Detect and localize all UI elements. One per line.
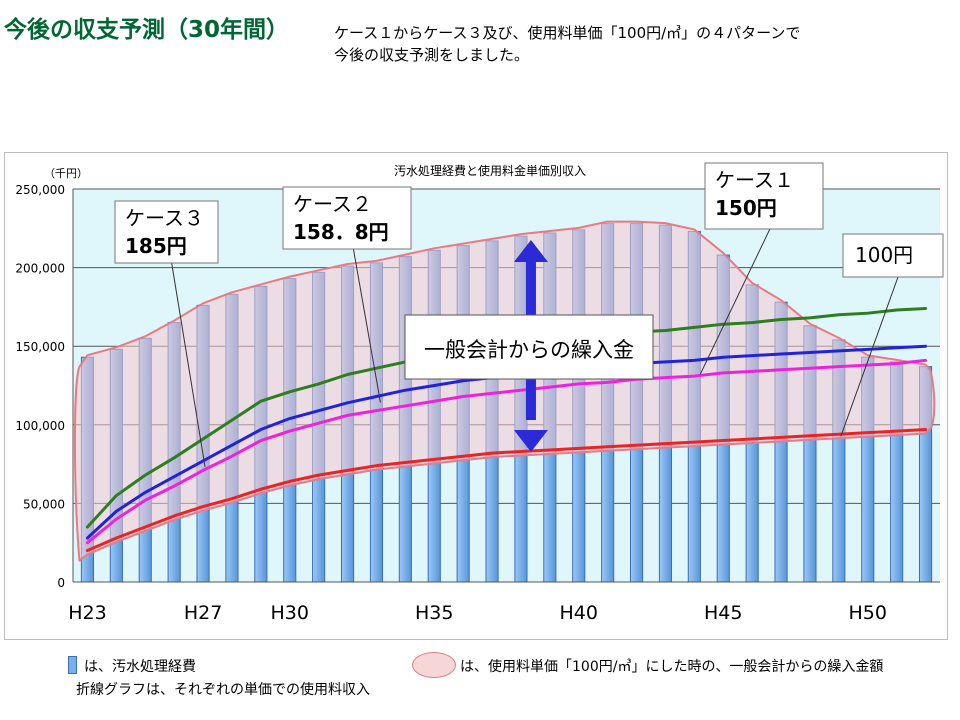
x-tick-label: H27 bbox=[184, 602, 222, 624]
page-description: ケース１からケース３及び、使用料単価「100円/㎥」の４パターンで 今後の収支予… bbox=[334, 22, 894, 66]
x-tick-label: H35 bbox=[415, 602, 453, 624]
legend-ellipse-swatch bbox=[412, 652, 456, 678]
y-tick-label: 250,000 bbox=[15, 183, 65, 197]
callout-leader bbox=[840, 276, 899, 437]
callout-text: 100円 bbox=[855, 243, 913, 267]
y-tick-label: 150,000 bbox=[15, 340, 65, 354]
y-tick-label: 0 bbox=[57, 576, 65, 590]
arrow-head-up bbox=[513, 240, 548, 262]
series-line-3 bbox=[85, 428, 928, 553]
x-tick-label: H30 bbox=[271, 602, 309, 624]
legend-lines-note: 折線グラフは、それぞれの単価での使用料収入 bbox=[76, 682, 370, 698]
callout-leader bbox=[352, 248, 381, 403]
legend-ellipse-label: は、使用料単価「100円/㎥」にした時の、一般会計からの繰入金額 bbox=[460, 659, 884, 675]
x-tick-label: H45 bbox=[704, 602, 742, 624]
callout-box bbox=[282, 186, 412, 250]
callout-box bbox=[704, 162, 824, 230]
y-tick-label: 50,000 bbox=[23, 497, 65, 511]
annotation-box bbox=[404, 314, 654, 380]
x-tick-label: H40 bbox=[560, 602, 598, 624]
callout-text: ケース２ bbox=[293, 192, 372, 216]
chart-title: 汚水処理経費と使用料金単価別収入 bbox=[394, 163, 586, 178]
callout-text: 185円 bbox=[125, 234, 187, 258]
y-unit-label: （千円） bbox=[44, 167, 88, 180]
legend-bar-swatch bbox=[68, 656, 77, 674]
callout-leader bbox=[171, 262, 206, 468]
callout-box bbox=[114, 200, 219, 264]
arrow-head-down bbox=[513, 430, 548, 452]
legend-bars-label: は、汚水処理経費 bbox=[84, 659, 196, 675]
annotation-text: 一般会計からの繰入金 bbox=[424, 338, 634, 362]
description-line-1: ケース１からケース３及び、使用料単価「100円/㎥」の４パターンで bbox=[334, 24, 801, 42]
y-tick-label: 200,000 bbox=[15, 262, 65, 276]
callout-leader bbox=[699, 228, 771, 375]
callout-text: ケース１ bbox=[715, 168, 794, 192]
series-line-2 bbox=[85, 358, 928, 545]
y-tick-label: 100,000 bbox=[15, 419, 65, 433]
callout-box bbox=[842, 233, 944, 278]
callout-text: 150円 bbox=[715, 196, 777, 220]
callout-text: ケース３ bbox=[125, 206, 204, 230]
x-tick-label: H50 bbox=[849, 602, 887, 624]
description-line-2: 今後の収支予測をしました。 bbox=[334, 46, 530, 64]
x-tick-label: H23 bbox=[68, 602, 106, 624]
callout-text: 158．8円 bbox=[293, 220, 389, 244]
page-title: 今後の収支予測（30年間） bbox=[4, 17, 290, 43]
